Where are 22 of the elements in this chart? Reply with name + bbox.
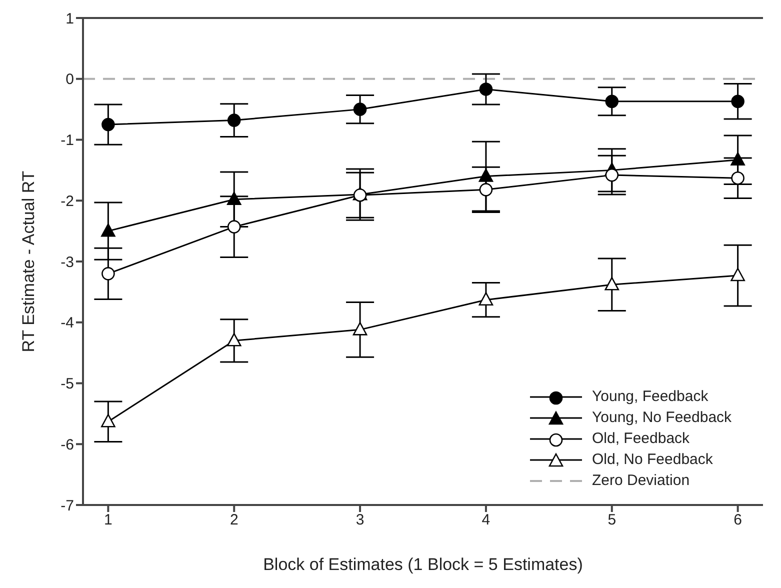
y-axis-title: RT Estimate - Actual RT xyxy=(19,170,38,352)
y-tick-label: -1 xyxy=(60,132,74,150)
legend-label: Young, Feedback xyxy=(592,387,708,407)
legend-label: Old, No Feedback xyxy=(592,450,713,470)
x-tick-label: 6 xyxy=(734,512,742,529)
legend-label: Young, No Feedback xyxy=(592,408,732,428)
y-tick-label: 0 xyxy=(66,71,74,88)
x-tick-label: 3 xyxy=(356,512,364,529)
y-tick-label: -4 xyxy=(60,314,74,332)
y-tick-label: -6 xyxy=(60,436,74,454)
y-tick-label: -5 xyxy=(60,376,74,393)
x-tick-label: 5 xyxy=(608,512,616,529)
x-tick-label: 1 xyxy=(104,512,112,529)
y-tick-label: -2 xyxy=(60,192,74,210)
x-axis-title: Block of Estimates (1 Block = 5 Estimates) xyxy=(263,555,583,574)
y-tick-label: -7 xyxy=(60,497,74,514)
y-tick-label: 1 xyxy=(66,10,74,28)
x-tick-label: 2 xyxy=(230,512,238,529)
x-tick-label: 4 xyxy=(482,512,490,529)
y-tick-label: -3 xyxy=(60,254,74,271)
legend-label: Old, Feedback xyxy=(592,429,690,449)
legend-label: Zero Deviation xyxy=(592,471,690,491)
